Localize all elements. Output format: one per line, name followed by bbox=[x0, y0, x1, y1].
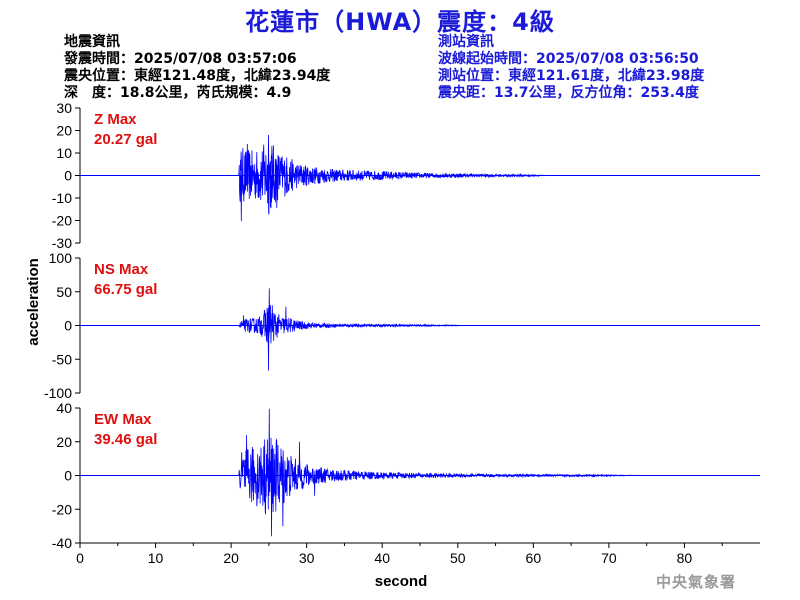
y-tick-label-z: 30 bbox=[56, 100, 72, 116]
peak-label-ew: EW Max bbox=[94, 411, 152, 428]
chart-title: 花蓮市（HWA）震度：4級 bbox=[245, 8, 555, 36]
origin-time: 發震時間：2025/07/08 03:57:06 bbox=[64, 51, 297, 67]
peak-value-ns: 66.75 gal bbox=[94, 281, 157, 298]
y-tick-label-ew: -20 bbox=[52, 501, 72, 517]
x-tick-label: 50 bbox=[450, 550, 466, 566]
y-tick-label-ew: 20 bbox=[56, 434, 72, 450]
x-axis-label: second bbox=[375, 573, 428, 590]
y-tick-label-ew: 0 bbox=[64, 468, 72, 484]
wave-start-time: 波線起始時間：2025/07/08 03:56:50 bbox=[438, 51, 699, 67]
agency-watermark: 中央氣象署 bbox=[656, 573, 737, 591]
peak-label-ns: NS Max bbox=[94, 261, 149, 278]
epicenter-location: 震央位置：東經121.48度，北緯23.94度 bbox=[64, 68, 331, 84]
station-location: 測站位置：東經121.61度，北緯23.98度 bbox=[438, 68, 705, 84]
y-tick-label-ns: 100 bbox=[49, 250, 73, 266]
x-tick-label: 20 bbox=[223, 550, 239, 566]
x-tick-label: 40 bbox=[374, 550, 390, 566]
y-tick-label-z: 20 bbox=[56, 123, 72, 139]
y-tick-label-ew: 40 bbox=[56, 400, 72, 416]
waveform-ew bbox=[238, 408, 647, 537]
earthquake-info: 地震資訊 發震時間：2025/07/08 03:57:06 震央位置：東經121… bbox=[64, 34, 330, 102]
y-tick-label-ns: -100 bbox=[44, 385, 72, 401]
y-tick-label-z: -30 bbox=[52, 235, 72, 251]
y-tick-label-z: -10 bbox=[52, 190, 72, 206]
y-tick-label-z: 0 bbox=[64, 168, 72, 184]
y-tick-label-ns: 0 bbox=[64, 318, 72, 334]
station-info-heading: 測站資訊 bbox=[438, 34, 494, 50]
x-tick-label: 10 bbox=[148, 550, 164, 566]
x-tick-label: 70 bbox=[601, 550, 617, 566]
y-axis-label: acceleration bbox=[25, 258, 42, 346]
x-tick-label: 60 bbox=[526, 550, 542, 566]
station-info: 測站資訊 波線起始時間：2025/07/08 03:56:50 測站位置：東經1… bbox=[438, 34, 704, 102]
y-tick-label-z: -20 bbox=[52, 213, 72, 229]
waveform-ns bbox=[238, 288, 466, 371]
earthquake-info-heading: 地震資訊 bbox=[64, 34, 120, 50]
depth-magnitude: 深 度：18.8公里，芮氏規模：4.9 bbox=[64, 85, 292, 101]
y-tick-label-ew: -40 bbox=[52, 535, 72, 551]
y-tick-label-ns: -50 bbox=[52, 351, 72, 367]
distance-azimuth: 震央距：13.7公里，反方位角：253.4度 bbox=[438, 85, 699, 101]
y-tick-label-z: 10 bbox=[56, 145, 72, 161]
y-tick-label-ns: 50 bbox=[56, 284, 72, 300]
x-tick-label: 0 bbox=[76, 550, 84, 566]
x-tick-label: 80 bbox=[677, 550, 693, 566]
x-tick-label: 30 bbox=[299, 550, 315, 566]
waveform-z bbox=[238, 134, 549, 222]
peak-value-ew: 39.46 gal bbox=[94, 431, 157, 448]
peak-label-z: Z Max bbox=[94, 111, 137, 128]
peak-value-z: 20.27 gal bbox=[94, 131, 157, 148]
